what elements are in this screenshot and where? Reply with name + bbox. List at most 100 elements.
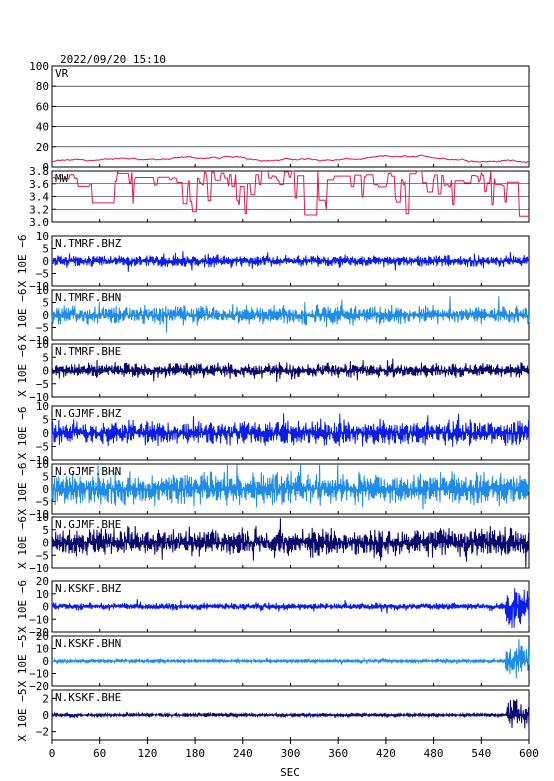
x-tick-label: 60: [93, 747, 106, 760]
y-tick-label: −10: [29, 454, 49, 467]
y-tick-label: 0: [42, 255, 49, 268]
x-tick-label: 120: [137, 747, 157, 760]
y-tick-label: 10: [36, 511, 49, 524]
timestamp-title: 2022/09/20 15:10: [60, 53, 166, 66]
panel-label: MW: [55, 172, 69, 185]
y-tick-label: −10: [29, 613, 49, 626]
panel-label: N.GJMF.BHZ: [55, 407, 122, 420]
y-tick-label: 3.0: [29, 216, 49, 229]
y-tick-label: −10: [29, 668, 49, 681]
y-tick-label: 10: [36, 230, 49, 243]
y-tick-label: 10: [36, 400, 49, 413]
series-line: [51, 639, 530, 679]
y-tick-label: −5: [36, 549, 49, 562]
y-tick-label: 5: [42, 297, 49, 310]
x-tick-label: 420: [376, 747, 396, 760]
y-tick-label: −10: [29, 391, 49, 404]
y-tick-label: 0: [42, 655, 49, 668]
series-line: [51, 463, 530, 510]
series-line: [51, 413, 530, 447]
y-tick-label: −20: [29, 626, 49, 639]
y-tick-label: 10: [36, 643, 49, 656]
y-tick-label: 0: [42, 161, 49, 174]
y-axis-label: X 10E −6: [16, 289, 29, 342]
y-tick-label: −5: [36, 268, 49, 281]
y-tick-label: −5: [36, 441, 49, 454]
y-tick-label: 40: [36, 121, 49, 134]
panel-label: N.TMRF.BHE: [55, 345, 121, 358]
panel-frame: [51, 65, 530, 168]
panel-vr: 100 80 60 40 20 0 VR: [29, 60, 530, 174]
y-tick-label: 5: [42, 471, 49, 484]
x-tick-label: 360: [328, 747, 348, 760]
y-tick-label: 3.4: [29, 191, 49, 204]
series-line: [51, 698, 530, 731]
y-axis-label: X 10E −5: [16, 689, 29, 742]
y-tick-label: 0: [42, 365, 49, 378]
y-tick-label: 10: [36, 284, 49, 297]
y-tick-label: −2: [36, 726, 49, 739]
y-tick-label: −5: [36, 378, 49, 391]
y-axis-label: X 10E −6: [16, 344, 29, 397]
y-tick-label: −10: [29, 562, 49, 575]
x-tick-label: 600: [519, 747, 539, 760]
y-axis-label: X 10E −6: [16, 463, 29, 516]
y-axis-label: X 10E −6: [16, 235, 29, 288]
y-tick-label: 0: [42, 537, 49, 550]
x-tick-label: 540: [471, 747, 491, 760]
x-tick-label: 480: [424, 747, 444, 760]
panel-label: N.TMRF.BHZ: [55, 237, 122, 250]
y-axis-label: X 10E −6: [16, 516, 29, 569]
panel-label: N.TMRF.BHN: [55, 291, 121, 304]
y-axis-label: X 10E −5: [16, 635, 29, 688]
y-tick-label: −10: [29, 508, 49, 521]
x-axis-label: SEC: [280, 766, 300, 779]
series-line: [51, 296, 530, 333]
y-tick-label: 0: [42, 483, 49, 496]
y-tick-label: −10: [29, 280, 49, 293]
y-tick-label: 100: [29, 60, 49, 73]
panel-label: N.KSKF.BHZ: [55, 582, 122, 595]
y-tick-label: 80: [36, 80, 49, 93]
y-tick-label: −5: [36, 322, 49, 335]
series-line: [51, 518, 530, 568]
y-tick-label: −20: [29, 680, 49, 693]
x-tick-label: 300: [281, 747, 301, 760]
y-tick-label: 20: [36, 575, 49, 588]
x-tick-label: 180: [185, 747, 205, 760]
y-axis-label: X 10E −6: [16, 407, 29, 460]
y-tick-label: 20: [36, 630, 49, 643]
x-tick-label: 240: [233, 747, 253, 760]
y-tick-label: 0: [42, 427, 49, 440]
series-line: [52, 170, 529, 217]
x-tick-label: 0: [49, 747, 56, 760]
series-line: [51, 154, 530, 164]
y-tick-label: 20: [36, 141, 49, 154]
y-tick-label: 10: [36, 458, 49, 471]
panel-label: VR: [55, 67, 69, 80]
y-tick-label: 3.8: [29, 165, 49, 178]
y-axis-label: X 10E −6: [16, 580, 29, 633]
y-tick-label: 10: [36, 338, 49, 351]
panel-label: N.KSKF.BHE: [55, 691, 121, 704]
panel-mw: 3.83.63.43.23.0 MW: [29, 165, 530, 229]
panel-label: N.GJMF.BHN: [55, 465, 121, 478]
y-tick-label: 3.2: [29, 203, 49, 216]
y-tick-label: 5: [42, 351, 49, 364]
y-tick-label: 2: [42, 692, 49, 705]
panel-n-kskf-bhe: 2 0 −2 X 10E −5 N.KSKF.BHE: [16, 689, 530, 742]
y-tick-label: 3.6: [29, 178, 49, 191]
y-tick-label: 0: [42, 309, 49, 322]
y-tick-label: 60: [36, 100, 49, 113]
panel-label: N.KSKF.BHN: [55, 637, 121, 650]
series-line: [51, 588, 530, 629]
